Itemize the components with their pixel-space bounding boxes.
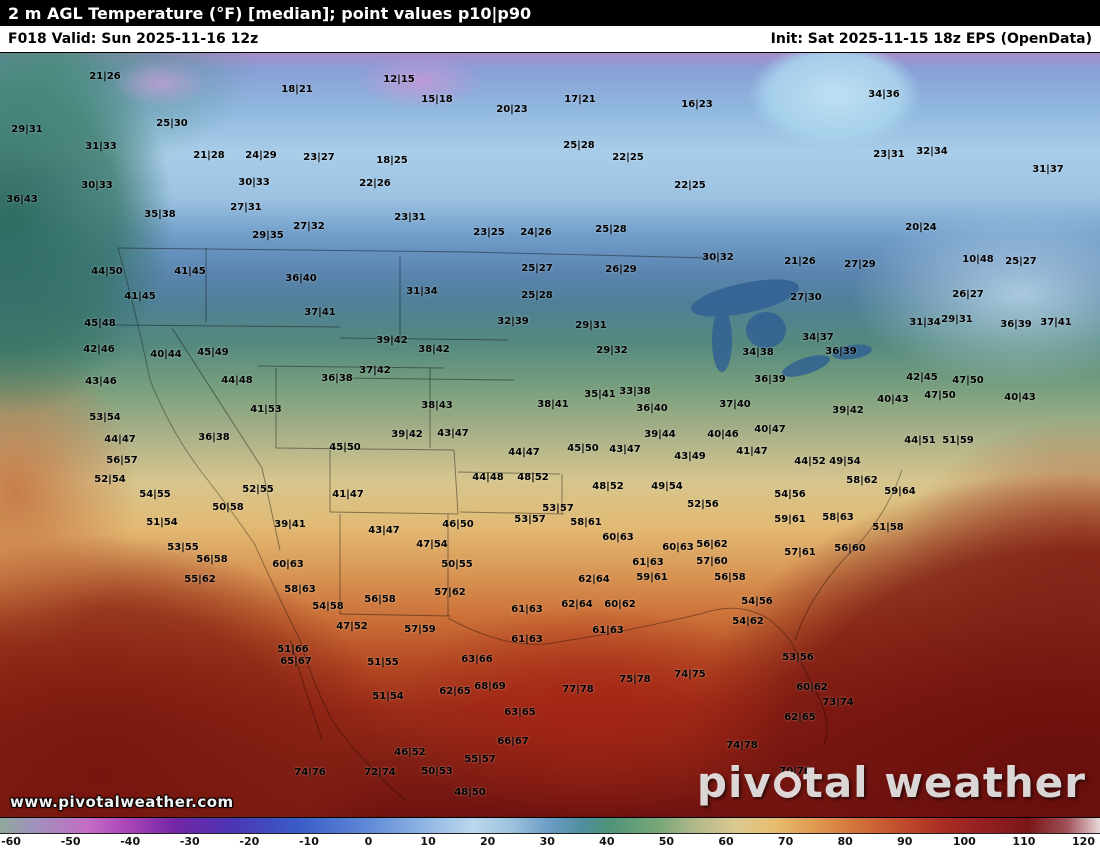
colorbar-tick: -50 — [60, 835, 81, 848]
temperature-map[interactable] — [0, 52, 1100, 818]
watermark-url: www.pivotalweather.com — [10, 793, 234, 811]
colorbar-tick: 30 — [539, 835, 555, 848]
pivotal-weather-logo: piv tal weather — [697, 762, 1086, 804]
colorbar-tick: 50 — [658, 835, 675, 848]
colorbar-tick: 110 — [1012, 835, 1036, 848]
colorbar-tick: -20 — [239, 835, 260, 848]
colorbar-tick: 0 — [364, 835, 373, 848]
forecast-valid-time: F018 Valid: Sun 2025-11-16 12z — [8, 31, 259, 47]
colorbar-tick: -60 — [1, 835, 21, 848]
logo-o-ring-icon — [773, 771, 801, 798]
colorbar-ticks: -60 -50 -40 -30 -20 -10 0 10 20 30 40 50 60 70 80 90 100… — [0, 835, 1100, 850]
colorbar-tick: 60 — [718, 835, 734, 848]
colorbar-tick: 40 — [599, 835, 615, 848]
colorbar-tick: -40 — [120, 835, 141, 848]
map-title: 2 m AGL Temperature (°F) [median]; point… — [8, 3, 532, 23]
colorbar-tick: 10 — [420, 835, 436, 848]
colorbar-tick: -10 — [298, 835, 319, 848]
model-init-time: Init: Sat 2025-11-15 18z EPS (OpenData) — [770, 31, 1092, 47]
colorbar-tick: 70 — [777, 835, 794, 848]
time-bar: F018 Valid: Sun 2025-11-16 12z Init: Sat… — [0, 26, 1100, 52]
logo-text-suffix: tal weather — [802, 758, 1086, 807]
title-bar: 2 m AGL Temperature (°F) [median]; point… — [0, 0, 1100, 26]
colorbar-gradient — [0, 818, 1100, 834]
temperature-colorbar: -60 -50 -40 -30 -20 -10 0 10 20 30 40 50 60 70 80 90 100… — [0, 818, 1100, 850]
logo-text-prefix: piv — [696, 758, 772, 807]
temperature-fill-field — [0, 53, 1100, 817]
colorbar-tick: 20 — [480, 835, 496, 848]
colorbar-tick: 80 — [837, 835, 853, 848]
colorbar-tick: -30 — [179, 835, 200, 848]
colorbar-tick: 90 — [897, 835, 913, 848]
colorbar-tick: 120 — [1072, 835, 1095, 848]
colorbar-tick: 100 — [952, 835, 976, 848]
